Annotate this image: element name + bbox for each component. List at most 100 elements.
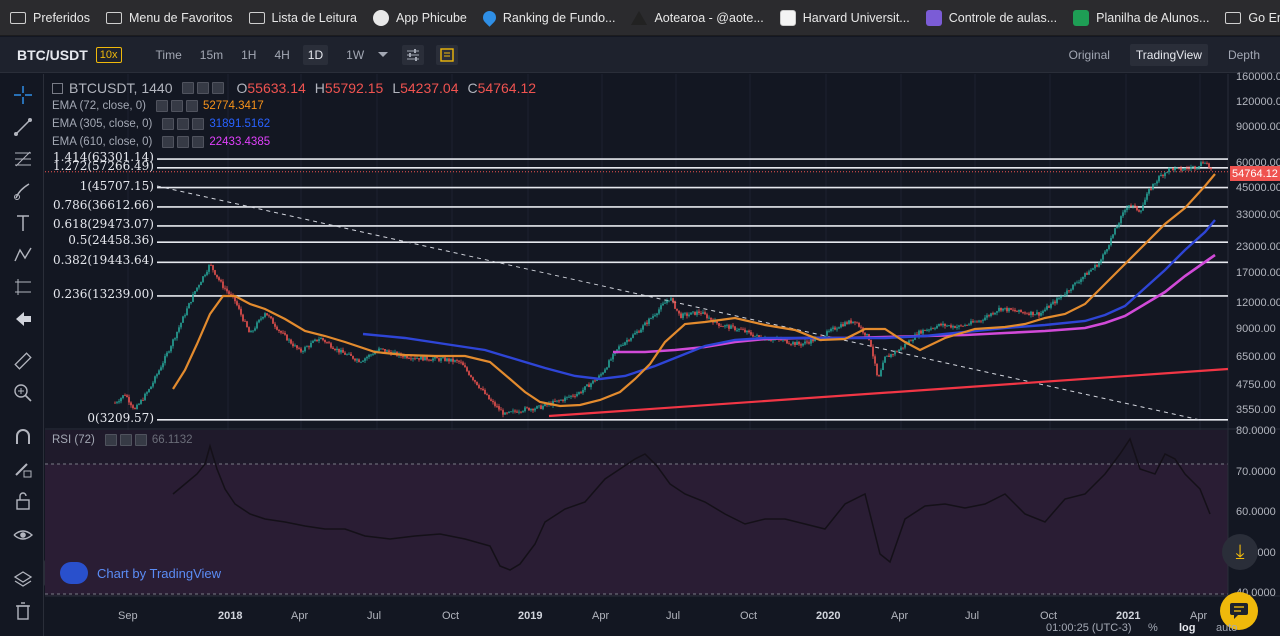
magnet-tool[interactable] xyxy=(12,426,34,448)
candle-body xyxy=(320,337,322,340)
candle-body xyxy=(240,308,242,315)
bookmark-item[interactable]: Ranking de Fundo... xyxy=(480,8,615,27)
notes-icon xyxy=(440,47,454,62)
candle-body xyxy=(114,402,116,404)
candle-body xyxy=(1120,216,1122,224)
text-tool[interactable] xyxy=(12,212,34,234)
bookmark-label: Go English xyxy=(1248,10,1280,25)
notes-button[interactable] xyxy=(436,44,459,65)
timeframe-1w[interactable]: 1W xyxy=(346,47,365,62)
ema-actions[interactable] xyxy=(162,136,207,148)
price-chart[interactable] xyxy=(45,74,1280,636)
time-tick-label: Jul xyxy=(666,610,681,622)
rsi-actions[interactable] xyxy=(104,434,150,446)
auto-toggle[interactable]: auto xyxy=(1216,622,1238,634)
candle-body xyxy=(192,294,194,302)
object-tree-tool[interactable] xyxy=(12,568,34,590)
timeframe-1d[interactable]: 1D xyxy=(302,44,329,65)
close-icon[interactable] xyxy=(192,118,205,130)
candle-body xyxy=(544,403,546,407)
price-tick-label: 90000.00 xyxy=(1236,121,1280,134)
stay-drawing-tool[interactable] xyxy=(12,458,34,480)
candle-body xyxy=(244,320,246,322)
close-icon[interactable] xyxy=(185,100,198,112)
view-original[interactable]: Original xyxy=(1068,48,1110,62)
chat-button[interactable] xyxy=(1220,592,1258,630)
timeframe-1h[interactable]: 1H xyxy=(241,47,257,62)
timeframe-4h[interactable]: 4H xyxy=(274,47,290,62)
settings-icon[interactable] xyxy=(104,434,117,446)
tri-icon xyxy=(631,10,648,25)
chevron-down-icon[interactable] xyxy=(378,52,389,57)
candle-body xyxy=(312,341,314,343)
bookmark-item[interactable]: Harvard Universit... xyxy=(779,9,910,26)
candle-body xyxy=(610,359,612,361)
settings-icon[interactable] xyxy=(162,118,175,130)
eye-icon[interactable] xyxy=(119,434,132,446)
symbol-name[interactable]: BTC/USDT xyxy=(17,46,88,63)
crosshair-tool[interactable] xyxy=(12,84,34,106)
log-toggle[interactable]: log xyxy=(1179,622,1196,634)
settings-icon[interactable] xyxy=(162,136,175,148)
view-tradingview[interactable]: TradingView xyxy=(1129,44,1208,66)
uptrend-line[interactable] xyxy=(548,367,1229,418)
close-icon[interactable] xyxy=(212,82,225,94)
bookmark-item[interactable]: App Phicube xyxy=(373,9,467,26)
fib-level-label: 1(45707.15) xyxy=(79,178,154,193)
bookmark-item[interactable]: Controle de aulas... xyxy=(925,9,1057,26)
timeframe-time[interactable]: Time xyxy=(155,47,182,62)
view-depth[interactable]: Depth xyxy=(1227,48,1260,62)
candle-body xyxy=(854,321,856,323)
eye-icon[interactable] xyxy=(170,100,183,112)
visibility-tool[interactable] xyxy=(12,524,34,546)
candle-body xyxy=(844,322,846,327)
rsi-legend: RSI (72) 66.1132 xyxy=(52,434,193,446)
ema-actions[interactable] xyxy=(155,100,201,112)
brush-tool[interactable] xyxy=(12,180,34,202)
bookmark-item[interactable]: Menu de Favoritos xyxy=(105,11,233,25)
percent-toggle[interactable]: % xyxy=(1148,622,1158,634)
downtrend-line[interactable] xyxy=(156,185,1201,421)
tradingview-credit[interactable]: Chart by TradingView xyxy=(60,562,221,584)
settings-icon[interactable] xyxy=(182,82,195,94)
zoom-tool[interactable] xyxy=(12,382,34,404)
candle-body xyxy=(738,328,740,330)
candle-body xyxy=(1092,268,1094,270)
legend-actions[interactable] xyxy=(182,82,227,94)
close-icon[interactable] xyxy=(192,136,205,148)
bookmark-item[interactable]: Lista de Leitura xyxy=(248,11,357,25)
bookmark-item[interactable]: Aotearoa - @aote... xyxy=(631,10,764,25)
indicator-settings-button[interactable] xyxy=(402,44,425,65)
candle-body xyxy=(144,393,146,401)
eye-icon[interactable] xyxy=(177,136,190,148)
bookmark-item[interactable]: Go English xyxy=(1225,11,1280,25)
fib-tool[interactable] xyxy=(12,148,34,170)
bookmark-item[interactable]: Planilha de Alunos... xyxy=(1073,9,1209,26)
pattern-tool[interactable] xyxy=(12,244,34,266)
trend-line-tool[interactable] xyxy=(12,116,34,138)
candle-body xyxy=(1014,309,1016,312)
lock-tool[interactable] xyxy=(12,490,34,512)
candle-body xyxy=(1024,312,1026,314)
collapse-legend-icon[interactable] xyxy=(52,82,63,94)
ema-actions[interactable] xyxy=(162,118,207,130)
candle-body xyxy=(888,355,890,357)
ruler-tool[interactable] xyxy=(12,350,34,372)
settings-icon[interactable] xyxy=(155,100,168,112)
download-button[interactable]: ⤓ xyxy=(1222,534,1258,570)
remove-drawings-tool[interactable] xyxy=(12,600,34,622)
candle-body xyxy=(1076,282,1078,284)
timeframe-15m[interactable]: 15m xyxy=(199,47,224,62)
credit-text[interactable]: Chart by TradingView xyxy=(97,565,222,581)
fib-level-label: 0.236(13239.00) xyxy=(53,286,154,301)
candle-body xyxy=(294,345,296,347)
candle-body xyxy=(1042,311,1044,313)
candle-body xyxy=(864,332,866,336)
candle-body xyxy=(198,285,200,288)
close-icon[interactable] xyxy=(134,434,147,446)
eye-icon[interactable] xyxy=(197,82,210,94)
prediction-tool[interactable] xyxy=(12,276,34,298)
eye-icon[interactable] xyxy=(177,118,190,130)
back-arrow-tool[interactable] xyxy=(12,308,34,330)
bookmark-item[interactable]: Preferidos xyxy=(10,11,90,25)
